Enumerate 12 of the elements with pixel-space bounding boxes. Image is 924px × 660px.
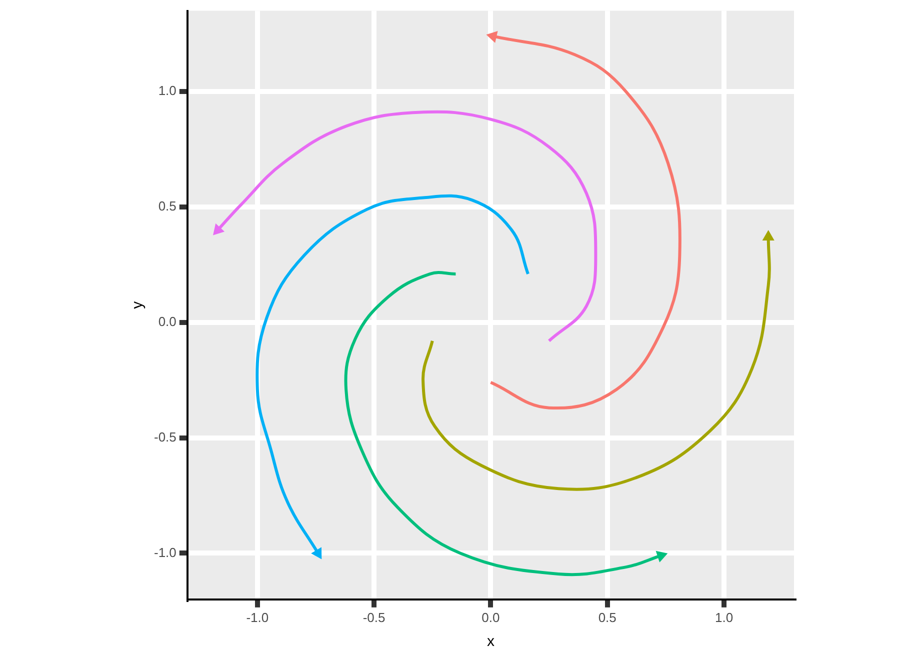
x-axis-title: x	[486, 633, 495, 650]
y-tick-label: -0.5	[154, 429, 176, 444]
x-tick-label: 0.0	[482, 610, 500, 625]
y-tick-label: 1.0	[158, 83, 176, 98]
y-tick-label: -1.0	[154, 544, 176, 560]
y-tick-label: 0.0	[158, 314, 176, 329]
x-tick-label: 0.5	[598, 610, 616, 625]
x-tick-label: -0.5	[362, 610, 386, 625]
x-tick-label: 1.0	[714, 610, 734, 625]
y-axis-title: y	[129, 300, 146, 309]
y-tick-label: 0.5	[158, 198, 176, 214]
x-tick-label: -1.0	[246, 610, 269, 625]
